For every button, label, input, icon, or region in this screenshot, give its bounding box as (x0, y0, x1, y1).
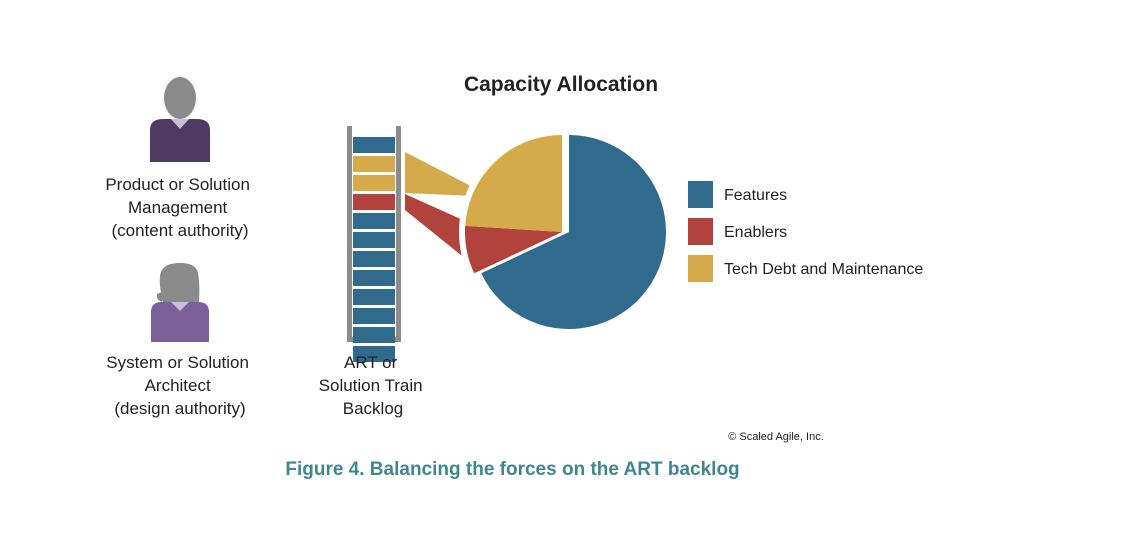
system-architect-icon (151, 263, 209, 342)
product-management-label-line: Product or Solution (105, 175, 250, 194)
copyright-text: © Scaled Agile, Inc. (728, 431, 824, 443)
legend-label-features: Features (724, 187, 787, 204)
legend-swatch-enablers (688, 218, 713, 245)
backlog-item-features (353, 251, 395, 267)
backlog-item-features (353, 270, 395, 286)
legend-swatch-features (688, 181, 713, 208)
backlog-label-line: ART or (344, 353, 398, 372)
product-management-label-line: (content authority) (111, 221, 248, 240)
product-management-label: Product or Solution Management (content … (105, 175, 254, 240)
system-architect-label-line: Architect (145, 376, 211, 395)
pie-slice-tech-debt-and-maintenance (465, 135, 562, 232)
backlog-label-line: Backlog (343, 399, 403, 418)
backlog-item-features (353, 289, 395, 305)
system-architect-label: System or Solution Architect (design aut… (106, 353, 253, 418)
backlog-items (353, 137, 395, 362)
backlog-item-features (353, 213, 395, 229)
system-architect-label-line: (design authority) (114, 399, 245, 418)
backlog-item-tech-debt (353, 175, 395, 191)
capacity-pie-chart (459, 125, 673, 339)
diagram-title: Capacity Allocation (464, 73, 658, 96)
backlog-item-features (353, 308, 395, 324)
product-management-label-line: Management (128, 198, 228, 217)
legend-swatch-tech-debt (688, 255, 713, 282)
backlog-label-line: Solution Train (319, 376, 423, 395)
backlog-item-features (353, 327, 395, 343)
backlog-item-tech-debt (353, 156, 395, 172)
backlog-label: ART or Solution Train Backlog (319, 353, 428, 418)
backlog-item-features (353, 137, 395, 153)
legend-label-enablers: Enablers (724, 224, 787, 241)
backlog-item-features (353, 346, 395, 362)
backlog-item-features (353, 232, 395, 248)
legend-label-tech-debt: Tech Debt and Maintenance (724, 261, 923, 278)
backlog-ladder (347, 126, 401, 362)
system-architect-label-line: System or Solution (106, 353, 249, 372)
backlog-rail-right (396, 126, 401, 342)
backlog-rail-left (347, 126, 352, 342)
pie-slice-features (481, 135, 666, 329)
figure-caption: Figure 4. Balancing the forces on the AR… (285, 459, 740, 480)
backlog-item-enablers (353, 194, 395, 210)
legend: Features Enablers Tech Debt and Maintenanc… (688, 181, 923, 282)
pie-slice-enablers (465, 225, 562, 274)
product-management-icon (150, 77, 210, 162)
